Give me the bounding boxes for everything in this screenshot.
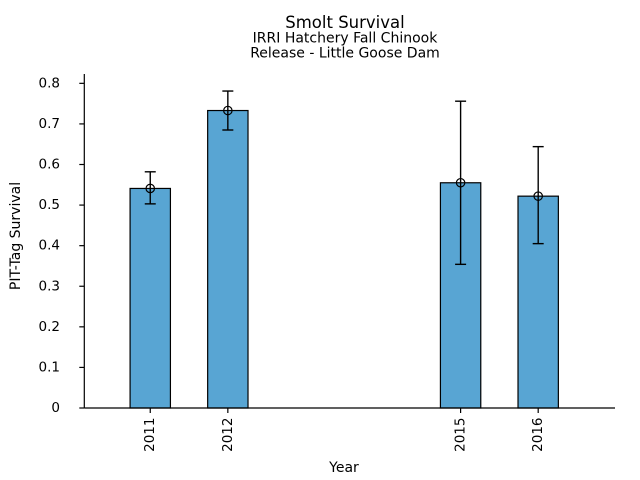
y-tick-label-0: 0 [51,400,60,416]
bar-2012 [207,109,249,409]
y-tick-label-0.5: 0.5 [39,197,60,213]
y-axis-label: PIT-Tag Survival [8,182,24,290]
data-point-marker-2011 [145,183,156,194]
y-tick-label-0.6: 0.6 [39,157,60,173]
y-tick-label-0.2: 0.2 [39,319,60,335]
chart-subtitle-line2: Release - Little Goose Dam [250,46,440,62]
data-point-marker-2012 [223,105,233,116]
axes-group: 0 0.1 0.2 0.3 0.4 0.5 0.6 0.7 0.8 2011 2012 2015 201… [39,74,615,452]
chart-title: Smolt Survival [285,13,404,32]
y-tick-label-0.8: 0.8 [39,75,60,91]
bars-group [129,109,559,409]
data-point-marker-2016 [533,191,543,201]
chart-subtitle-line1: IRRI Hatchery Fall Chinook [253,31,439,47]
y-tick-label-0.3: 0.3 [39,278,60,294]
x-tick-label-2015: 2015 [453,418,469,452]
bar-2011 [129,187,172,409]
error-bars-group [144,90,544,266]
x-tick-label-2012: 2012 [220,418,236,452]
x-tick-label-2016: 2016 [530,418,546,452]
y-tick-label-0.7: 0.7 [39,116,60,132]
x-axis-label: Year [328,460,359,476]
y-tick-label-0.1: 0.1 [39,359,60,375]
x-tick-label-2011: 2011 [142,418,158,452]
y-tick-label-0.4: 0.4 [39,238,60,254]
data-point-marker-2015 [455,177,466,188]
